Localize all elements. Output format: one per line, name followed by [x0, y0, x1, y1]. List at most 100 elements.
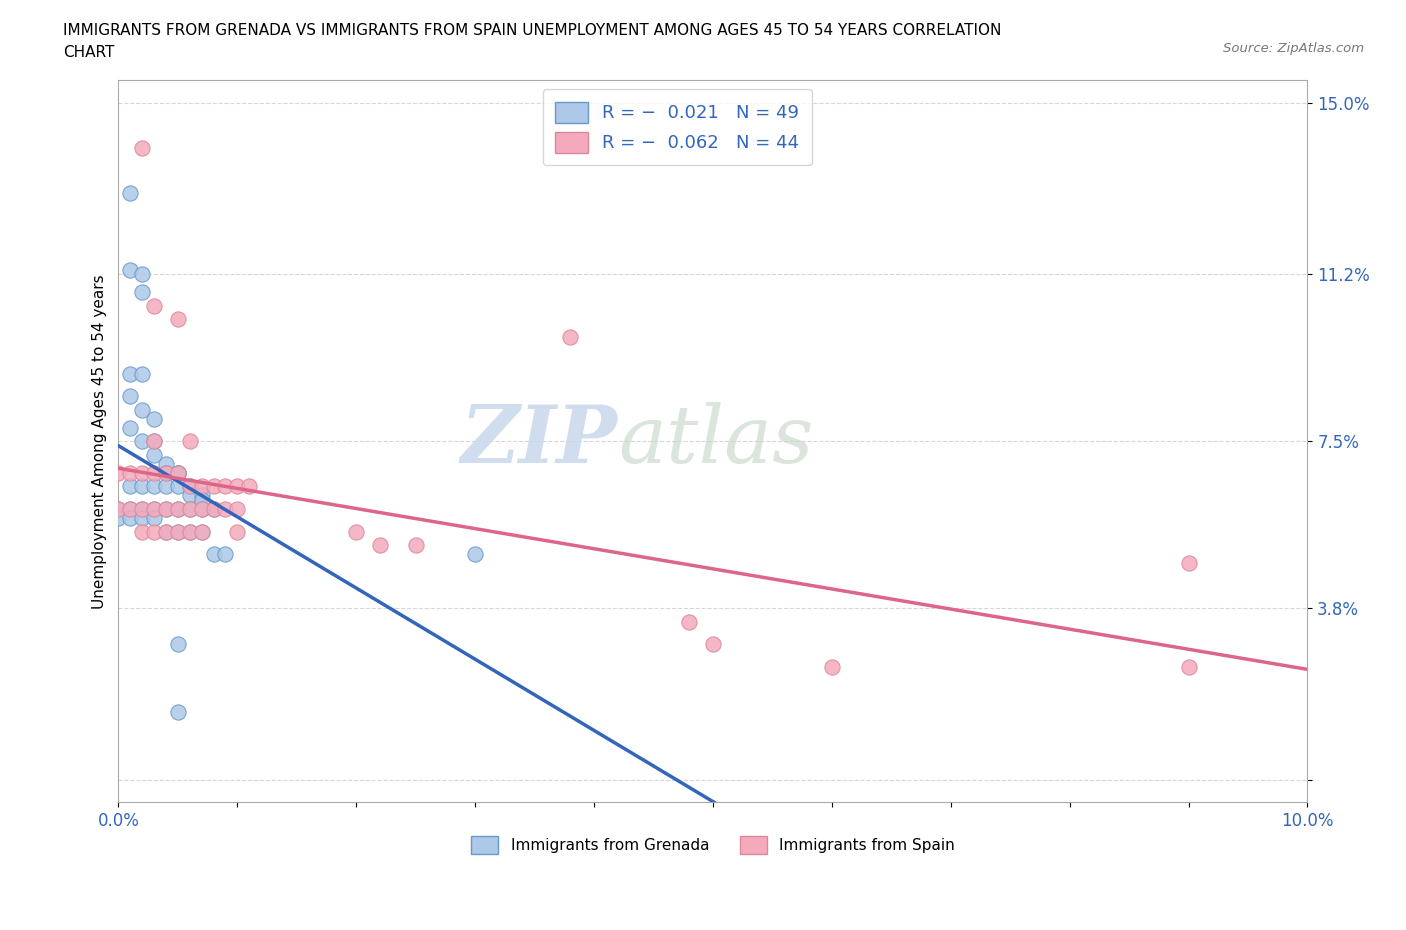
Point: [143, 411, 166, 426]
Point: [179, 501, 201, 516]
Point: [179, 479, 201, 494]
Point: [131, 465, 153, 480]
Point: [202, 501, 225, 516]
Point: [678, 615, 700, 630]
Point: [190, 525, 212, 539]
Point: [167, 501, 190, 516]
Point: [560, 330, 582, 345]
Point: [167, 465, 190, 480]
Point: [143, 299, 166, 313]
Point: [167, 465, 190, 480]
Point: [167, 479, 190, 494]
Point: [190, 479, 212, 494]
Point: [131, 433, 153, 448]
Point: [167, 312, 190, 326]
Point: [131, 366, 153, 381]
Point: [131, 501, 153, 516]
Point: [190, 501, 212, 516]
Point: [368, 538, 391, 552]
Point: [155, 501, 177, 516]
Point: [107, 501, 129, 516]
Y-axis label: Unemployment Among Ages 45 to 54 years: Unemployment Among Ages 45 to 54 years: [93, 274, 107, 608]
Point: [179, 488, 201, 503]
Point: [107, 501, 129, 516]
Point: [143, 525, 166, 539]
Point: [821, 659, 844, 674]
Point: [344, 525, 367, 539]
Point: [143, 501, 166, 516]
Point: [702, 637, 724, 652]
Text: CHART: CHART: [63, 45, 115, 60]
Point: [107, 465, 129, 480]
Point: [143, 511, 166, 525]
Point: [179, 433, 201, 448]
Point: [107, 511, 129, 525]
Point: [167, 525, 190, 539]
Point: [167, 637, 190, 652]
Point: [155, 479, 177, 494]
Point: [143, 447, 166, 462]
Point: [120, 420, 142, 435]
Point: [120, 501, 142, 516]
Point: [202, 501, 225, 516]
Point: [155, 525, 177, 539]
Point: [131, 402, 153, 417]
Point: [226, 501, 249, 516]
Point: [214, 501, 236, 516]
Point: [155, 457, 177, 472]
Point: [120, 366, 142, 381]
Point: [202, 547, 225, 562]
Point: [131, 525, 153, 539]
Point: [131, 501, 153, 516]
Point: [202, 479, 225, 494]
Point: [179, 479, 201, 494]
Point: [120, 479, 142, 494]
Point: [167, 525, 190, 539]
Point: [1177, 556, 1199, 571]
Point: [131, 140, 153, 155]
Point: [120, 511, 142, 525]
Point: [214, 479, 236, 494]
Point: [214, 547, 236, 562]
Point: [155, 525, 177, 539]
Point: [179, 501, 201, 516]
Point: [179, 525, 201, 539]
Point: [131, 267, 153, 282]
Point: [167, 465, 190, 480]
Point: [464, 547, 486, 562]
Point: [405, 538, 427, 552]
Text: atlas: atlas: [617, 403, 813, 480]
Point: [167, 501, 190, 516]
Point: [120, 465, 142, 480]
Point: [190, 525, 212, 539]
Point: [143, 479, 166, 494]
Point: [120, 501, 142, 516]
Point: [190, 493, 212, 508]
Point: [190, 501, 212, 516]
Point: [155, 501, 177, 516]
Legend: Immigrants from Grenada, Immigrants from Spain: Immigrants from Grenada, Immigrants from…: [465, 830, 962, 859]
Point: [143, 465, 166, 480]
Point: [120, 262, 142, 277]
Point: [120, 185, 142, 200]
Point: [155, 465, 177, 480]
Point: [1177, 659, 1199, 674]
Point: [238, 479, 260, 494]
Point: [143, 433, 166, 448]
Point: [226, 525, 249, 539]
Point: [155, 465, 177, 480]
Point: [167, 465, 190, 480]
Point: [143, 501, 166, 516]
Text: Source: ZipAtlas.com: Source: ZipAtlas.com: [1223, 42, 1364, 55]
Point: [131, 285, 153, 299]
Point: [131, 479, 153, 494]
Point: [190, 488, 212, 503]
Text: ZIP: ZIP: [461, 403, 617, 480]
Point: [179, 525, 201, 539]
Point: [131, 511, 153, 525]
Text: IMMIGRANTS FROM GRENADA VS IMMIGRANTS FROM SPAIN UNEMPLOYMENT AMONG AGES 45 TO 5: IMMIGRANTS FROM GRENADA VS IMMIGRANTS FR…: [63, 23, 1001, 38]
Point: [167, 705, 190, 720]
Point: [143, 433, 166, 448]
Point: [226, 479, 249, 494]
Point: [120, 389, 142, 404]
